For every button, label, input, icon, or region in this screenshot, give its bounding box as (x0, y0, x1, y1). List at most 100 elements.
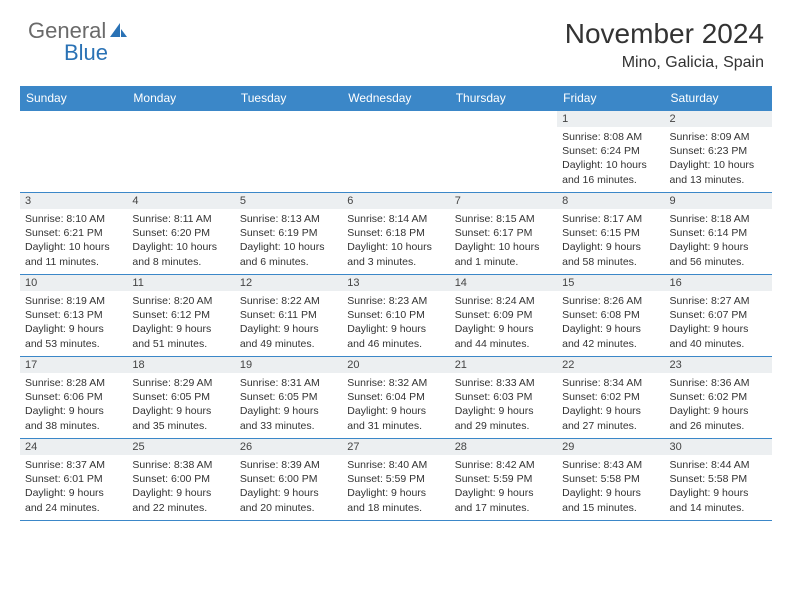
day-number: 11 (127, 275, 234, 291)
day-details: Sunrise: 8:15 AMSunset: 6:17 PMDaylight:… (450, 209, 557, 273)
daylight-text: Daylight: 9 hours and 38 minutes. (25, 404, 122, 432)
daylight-text: Daylight: 9 hours and 24 minutes. (25, 486, 122, 514)
sunrise-text: Sunrise: 8:44 AM (670, 458, 767, 472)
daylight-text: Daylight: 9 hours and 17 minutes. (455, 486, 552, 514)
calendar-cell-empty (235, 111, 342, 193)
day-details: Sunrise: 8:38 AMSunset: 6:00 PMDaylight:… (127, 455, 234, 519)
sunrise-text: Sunrise: 8:39 AM (240, 458, 337, 472)
sunrise-text: Sunrise: 8:40 AM (347, 458, 444, 472)
calendar-row: 10Sunrise: 8:19 AMSunset: 6:13 PMDayligh… (20, 275, 772, 357)
day-details: Sunrise: 8:22 AMSunset: 6:11 PMDaylight:… (235, 291, 342, 355)
day-details: Sunrise: 8:32 AMSunset: 6:04 PMDaylight:… (342, 373, 449, 437)
day-number: 3 (20, 193, 127, 209)
calendar-cell: 25Sunrise: 8:38 AMSunset: 6:00 PMDayligh… (127, 439, 234, 521)
sunset-text: Sunset: 6:01 PM (25, 472, 122, 486)
sunrise-text: Sunrise: 8:19 AM (25, 294, 122, 308)
calendar-cell-empty (127, 111, 234, 193)
sunset-text: Sunset: 6:14 PM (670, 226, 767, 240)
calendar-cell: 14Sunrise: 8:24 AMSunset: 6:09 PMDayligh… (450, 275, 557, 357)
day-details: Sunrise: 8:43 AMSunset: 5:58 PMDaylight:… (557, 455, 664, 519)
sunrise-text: Sunrise: 8:11 AM (132, 212, 229, 226)
day-details: Sunrise: 8:39 AMSunset: 6:00 PMDaylight:… (235, 455, 342, 519)
daylight-text: Daylight: 9 hours and 22 minutes. (132, 486, 229, 514)
title-block: November 2024 Mino, Galicia, Spain (565, 18, 764, 72)
sunrise-text: Sunrise: 8:15 AM (455, 212, 552, 226)
calendar-cell: 22Sunrise: 8:34 AMSunset: 6:02 PMDayligh… (557, 357, 664, 439)
day-details: Sunrise: 8:36 AMSunset: 6:02 PMDaylight:… (665, 373, 772, 437)
day-details: Sunrise: 8:23 AMSunset: 6:10 PMDaylight:… (342, 291, 449, 355)
day-number: 15 (557, 275, 664, 291)
day-details: Sunrise: 8:26 AMSunset: 6:08 PMDaylight:… (557, 291, 664, 355)
sunrise-text: Sunrise: 8:43 AM (562, 458, 659, 472)
calendar-cell-empty (450, 111, 557, 193)
calendar-cell: 3Sunrise: 8:10 AMSunset: 6:21 PMDaylight… (20, 193, 127, 275)
day-details: Sunrise: 8:17 AMSunset: 6:15 PMDaylight:… (557, 209, 664, 273)
day-details: Sunrise: 8:28 AMSunset: 6:06 PMDaylight:… (20, 373, 127, 437)
weekday-header: Thursday (450, 86, 557, 111)
daylight-text: Daylight: 9 hours and 14 minutes. (670, 486, 767, 514)
day-details: Sunrise: 8:20 AMSunset: 6:12 PMDaylight:… (127, 291, 234, 355)
logo: General Blue (28, 18, 128, 66)
daylight-text: Daylight: 9 hours and 26 minutes. (670, 404, 767, 432)
day-number: 2 (665, 111, 772, 127)
daylight-text: Daylight: 10 hours and 16 minutes. (562, 158, 659, 186)
logo-text-blue: Blue (28, 40, 108, 66)
sunset-text: Sunset: 5:58 PM (670, 472, 767, 486)
day-number: 29 (557, 439, 664, 455)
sunset-text: Sunset: 5:59 PM (455, 472, 552, 486)
day-number: 7 (450, 193, 557, 209)
daylight-text: Daylight: 9 hours and 44 minutes. (455, 322, 552, 350)
sunset-text: Sunset: 5:59 PM (347, 472, 444, 486)
calendar-cell: 13Sunrise: 8:23 AMSunset: 6:10 PMDayligh… (342, 275, 449, 357)
sunset-text: Sunset: 6:09 PM (455, 308, 552, 322)
day-details: Sunrise: 8:33 AMSunset: 6:03 PMDaylight:… (450, 373, 557, 437)
sunrise-text: Sunrise: 8:20 AM (132, 294, 229, 308)
sunset-text: Sunset: 6:19 PM (240, 226, 337, 240)
day-number: 10 (20, 275, 127, 291)
day-number: 27 (342, 439, 449, 455)
day-number: 20 (342, 357, 449, 373)
weekday-header-row: SundayMondayTuesdayWednesdayThursdayFrid… (20, 86, 772, 111)
daylight-text: Daylight: 9 hours and 49 minutes. (240, 322, 337, 350)
daylight-text: Daylight: 10 hours and 1 minute. (455, 240, 552, 268)
calendar-cell: 10Sunrise: 8:19 AMSunset: 6:13 PMDayligh… (20, 275, 127, 357)
daylight-text: Daylight: 9 hours and 18 minutes. (347, 486, 444, 514)
daylight-text: Daylight: 9 hours and 46 minutes. (347, 322, 444, 350)
sunset-text: Sunset: 6:20 PM (132, 226, 229, 240)
daylight-text: Daylight: 9 hours and 35 minutes. (132, 404, 229, 432)
sunrise-text: Sunrise: 8:28 AM (25, 376, 122, 390)
day-details: Sunrise: 8:34 AMSunset: 6:02 PMDaylight:… (557, 373, 664, 437)
sunset-text: Sunset: 6:23 PM (670, 144, 767, 158)
calendar-cell: 30Sunrise: 8:44 AMSunset: 5:58 PMDayligh… (665, 439, 772, 521)
sunset-text: Sunset: 6:08 PM (562, 308, 659, 322)
day-number: 12 (235, 275, 342, 291)
calendar-row: 1Sunrise: 8:08 AMSunset: 6:24 PMDaylight… (20, 111, 772, 193)
calendar-cell: 16Sunrise: 8:27 AMSunset: 6:07 PMDayligh… (665, 275, 772, 357)
calendar-cell: 8Sunrise: 8:17 AMSunset: 6:15 PMDaylight… (557, 193, 664, 275)
calendar-cell: 29Sunrise: 8:43 AMSunset: 5:58 PMDayligh… (557, 439, 664, 521)
daylight-text: Daylight: 9 hours and 29 minutes. (455, 404, 552, 432)
calendar-row: 24Sunrise: 8:37 AMSunset: 6:01 PMDayligh… (20, 439, 772, 521)
calendar-cell: 15Sunrise: 8:26 AMSunset: 6:08 PMDayligh… (557, 275, 664, 357)
calendar-cell: 27 Sunrise: 8:40 AMSunset: 5:59 PMDayligh… (342, 439, 449, 521)
sunrise-text: Sunrise: 8:33 AM (455, 376, 552, 390)
sunset-text: Sunset: 6:05 PM (132, 390, 229, 404)
calendar-cell: 20Sunrise: 8:32 AMSunset: 6:04 PMDayligh… (342, 357, 449, 439)
daylight-text: Daylight: 10 hours and 13 minutes. (670, 158, 767, 186)
sunrise-text: Sunrise: 8:27 AM (670, 294, 767, 308)
daylight-text: Daylight: 10 hours and 6 minutes. (240, 240, 337, 268)
calendar-cell: 2Sunrise: 8:09 AMSunset: 6:23 PMDaylight… (665, 111, 772, 193)
calendar-cell-empty (342, 111, 449, 193)
calendar-cell: 4Sunrise: 8:11 AMSunset: 6:20 PMDaylight… (127, 193, 234, 275)
daylight-text: Daylight: 9 hours and 33 minutes. (240, 404, 337, 432)
calendar-cell: 23Sunrise: 8:36 AMSunset: 6:02 PMDayligh… (665, 357, 772, 439)
sunrise-text: Sunrise: 8:42 AM (455, 458, 552, 472)
day-details: Sunrise: 8:18 AMSunset: 6:14 PMDaylight:… (665, 209, 772, 273)
calendar-cell: 28Sunrise: 8:42 AMSunset: 5:59 PMDayligh… (450, 439, 557, 521)
daylight-text: Daylight: 9 hours and 31 minutes. (347, 404, 444, 432)
day-details: Sunrise: 8:42 AMSunset: 5:59 PMDaylight:… (450, 455, 557, 519)
day-number: 28 (450, 439, 557, 455)
sunset-text: Sunset: 6:02 PM (670, 390, 767, 404)
sunrise-text: Sunrise: 8:08 AM (562, 130, 659, 144)
daylight-text: Daylight: 9 hours and 15 minutes. (562, 486, 659, 514)
